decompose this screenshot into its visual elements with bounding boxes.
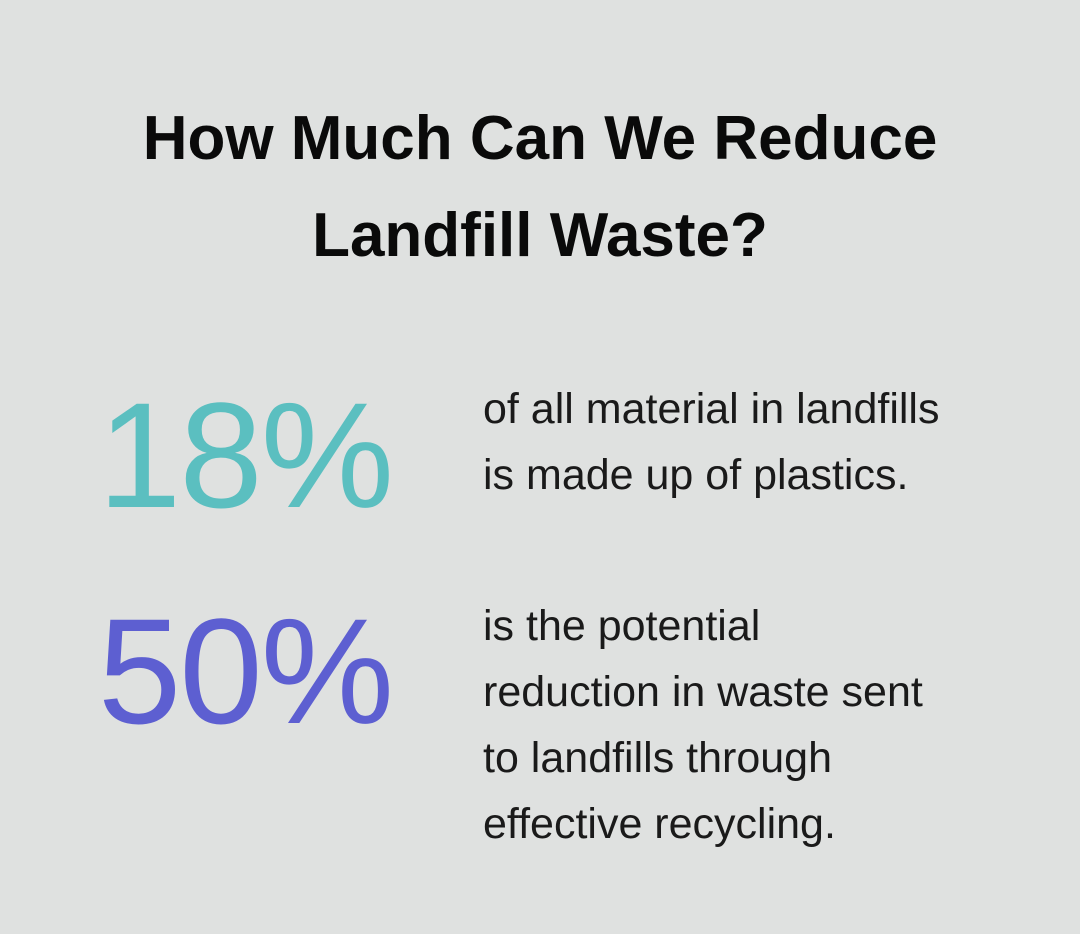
stat-description: is the potential <box>483 602 761 650</box>
stat-value: 50% <box>97 587 394 755</box>
stat-description: of all material in landfills <box>483 385 940 433</box>
stat-description: effective recycling. <box>483 800 836 848</box>
title: Landfill Waste? <box>312 201 768 270</box>
stat-description: to landfills through <box>483 734 832 782</box>
title: How Much Can We Reduce <box>142 104 938 173</box>
stat-description: reduction in waste sent <box>483 668 923 716</box>
stat-value: 18% <box>97 371 394 539</box>
stat-description: is made up of plastics. <box>483 451 909 499</box>
